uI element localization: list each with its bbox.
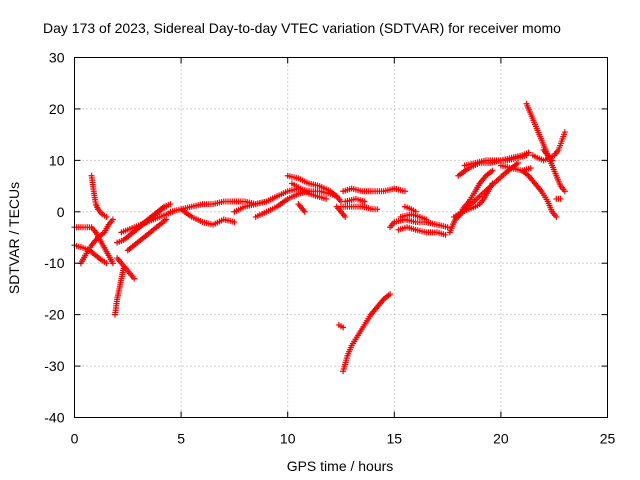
plot-frame [74,57,608,418]
data-point-cluster [395,224,449,238]
data-point-cluster [77,216,116,267]
x-tick-label: 5 [177,431,185,447]
data-point-cluster [338,203,381,213]
data-point-cluster [401,203,419,215]
y-tick-label: 20 [49,101,65,117]
data-point-cluster [88,172,110,220]
y-tick-label: 0 [57,204,65,220]
x-tick-label: 20 [493,431,509,447]
y-tick-label: -30 [44,358,64,374]
x-axis-label: GPS time / hours [287,458,394,474]
y-tick-label: -20 [44,307,64,323]
x-tick-label: 0 [71,431,79,447]
data-point-cluster [519,167,560,220]
data-point-cluster [553,195,564,202]
data-point-cluster [114,255,138,282]
data-point-cluster [455,206,468,220]
data-point-cluster [284,172,344,205]
data-point-cluster [540,147,556,164]
grid-lines [74,57,608,418]
data-point-cluster [340,185,408,195]
data-point-cluster [231,193,281,215]
y-tick-label: 10 [49,152,65,168]
data-point-cluster [387,216,451,231]
y-tick-label: -40 [44,410,64,426]
data-point-cluster [335,321,347,331]
data-point-cluster [340,291,394,375]
x-tick-label: 15 [387,431,403,447]
y-tick-label: -10 [44,255,64,271]
data-point-cluster [124,216,170,254]
data-point-cluster [178,206,238,228]
x-tick-label: 25 [600,431,616,447]
data-point-cluster [295,201,308,215]
data-point-cluster [342,195,368,205]
data-point-cluster [397,211,430,223]
y-axis-label: SDTVAR / TECUs [6,182,22,294]
axis-ticks: 0 5 10 15 20 25 -40 -30 -20 -10 0 10 20 30 [44,50,615,447]
data-points [71,100,568,375]
data-point-cluster [333,203,349,220]
data-point-cluster [135,201,174,231]
data-point-cluster [461,152,530,169]
chart-title: Day 173 of 2023, Sidereal Day-to-day VTE… [43,20,561,36]
data-point-cluster [288,180,330,202]
x-tick-label: 10 [280,431,296,447]
y-tick-label: 30 [49,50,65,66]
data-point-cluster [112,265,127,318]
